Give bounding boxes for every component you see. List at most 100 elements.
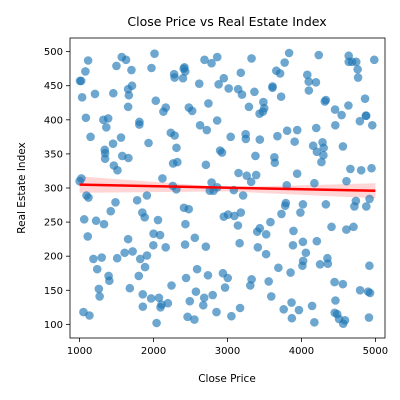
scatter-point xyxy=(338,142,348,151)
y-tick-label: 250 xyxy=(44,218,63,229)
scatter-point xyxy=(356,165,366,175)
scatter-point xyxy=(85,311,94,320)
trend-line xyxy=(79,183,376,192)
scatter-point xyxy=(168,159,178,168)
scatter-point xyxy=(344,101,353,110)
scatter-point xyxy=(212,116,222,125)
scatter-point xyxy=(315,260,325,269)
scatter-point xyxy=(266,217,275,227)
scatter-point xyxy=(235,238,244,248)
scatter-point xyxy=(181,219,190,229)
scatter-point xyxy=(288,240,298,250)
scatter-point xyxy=(290,137,299,146)
scatter-point xyxy=(310,318,319,327)
scatter-point xyxy=(287,313,297,323)
scatter-point xyxy=(123,102,133,112)
scatter-point xyxy=(294,305,304,315)
scatter-point xyxy=(154,293,164,303)
scatter-point xyxy=(112,61,121,71)
scatter-point xyxy=(84,193,93,202)
scatter-point xyxy=(264,277,273,286)
scatter-point xyxy=(327,222,336,232)
scatter-point xyxy=(155,230,165,240)
scatter-point xyxy=(250,87,259,97)
scatter-point xyxy=(81,67,90,76)
scatter-point xyxy=(134,271,144,281)
scatter-point xyxy=(170,131,179,140)
scatter-point xyxy=(190,233,200,243)
y-tick-label: 300 xyxy=(44,184,63,195)
chart-title: Close Price vs Real Estate Index xyxy=(127,14,326,29)
scatter-point xyxy=(106,206,116,216)
scatter-point xyxy=(233,221,243,230)
scatter-point xyxy=(319,150,328,160)
scatter-point xyxy=(83,56,93,65)
x-tick-label: 4000 xyxy=(289,346,314,357)
scatter-point xyxy=(280,201,290,211)
y-tick-label: 500 xyxy=(44,47,63,58)
x-axis-ticks: 1000 2000 3000 4000 5000 xyxy=(67,338,388,357)
scatter-point xyxy=(270,158,280,168)
scatter-point xyxy=(194,79,204,88)
scatter-point xyxy=(102,123,111,132)
scatter-point xyxy=(112,253,122,263)
scatter-point xyxy=(124,90,134,100)
scatter-point xyxy=(251,170,261,180)
scatter-point xyxy=(241,129,250,139)
scatter-point xyxy=(342,225,351,234)
scatter-point xyxy=(224,84,233,93)
y-axis-label: Real Estate Index xyxy=(16,142,28,233)
scatter-point xyxy=(242,171,252,181)
scatter-point xyxy=(227,311,236,321)
scatter-point xyxy=(302,70,312,80)
scatter-point xyxy=(144,138,153,148)
scatter-point xyxy=(214,80,223,89)
scatter-point xyxy=(331,120,340,130)
scatter-point xyxy=(212,52,222,62)
scatter-point xyxy=(292,125,302,135)
scatter-point xyxy=(298,200,308,209)
scatter-point xyxy=(153,215,163,225)
scatter-point xyxy=(314,50,324,60)
scatter-point xyxy=(273,131,282,141)
scatter-point xyxy=(304,77,313,86)
scatter-point xyxy=(259,97,268,107)
scatter-point xyxy=(79,215,89,224)
scatter-point xyxy=(367,163,376,173)
scatter-point xyxy=(276,92,286,101)
scatter-point xyxy=(292,169,302,178)
scatter-point xyxy=(149,229,158,238)
scatter-point xyxy=(198,300,208,310)
scatter-point xyxy=(201,242,211,251)
y-tick-label: 400 xyxy=(44,115,63,126)
scatter-point xyxy=(301,248,311,258)
scatter-point xyxy=(140,262,150,272)
scatter-point xyxy=(199,293,209,303)
scatter-point xyxy=(91,216,101,226)
scatter-point xyxy=(195,120,205,130)
scatter-point xyxy=(311,78,321,87)
scatter-point xyxy=(353,73,363,82)
scatter-point xyxy=(183,312,192,322)
scatter-point xyxy=(369,55,379,65)
scatter-point xyxy=(245,281,255,290)
y-tick-label: 350 xyxy=(44,149,63,160)
scatter-point xyxy=(128,247,137,256)
scatter-point xyxy=(151,96,161,106)
y-tick-label: 150 xyxy=(44,286,63,297)
scatter-point xyxy=(103,114,113,123)
scatter-point xyxy=(149,240,158,250)
scatter-point xyxy=(323,259,333,268)
scatter-point xyxy=(274,263,283,273)
scatter-points-layer xyxy=(75,48,379,328)
scatter-point xyxy=(298,237,308,247)
scatter-point xyxy=(178,73,188,83)
scatter-point xyxy=(108,139,118,148)
scatter-point xyxy=(360,94,370,103)
scatter-point xyxy=(317,157,326,167)
scatter-point xyxy=(192,264,202,274)
scatter-point xyxy=(363,287,373,296)
scatter-point xyxy=(125,283,135,293)
scatter-point xyxy=(150,49,159,58)
scatter-point xyxy=(100,154,110,163)
